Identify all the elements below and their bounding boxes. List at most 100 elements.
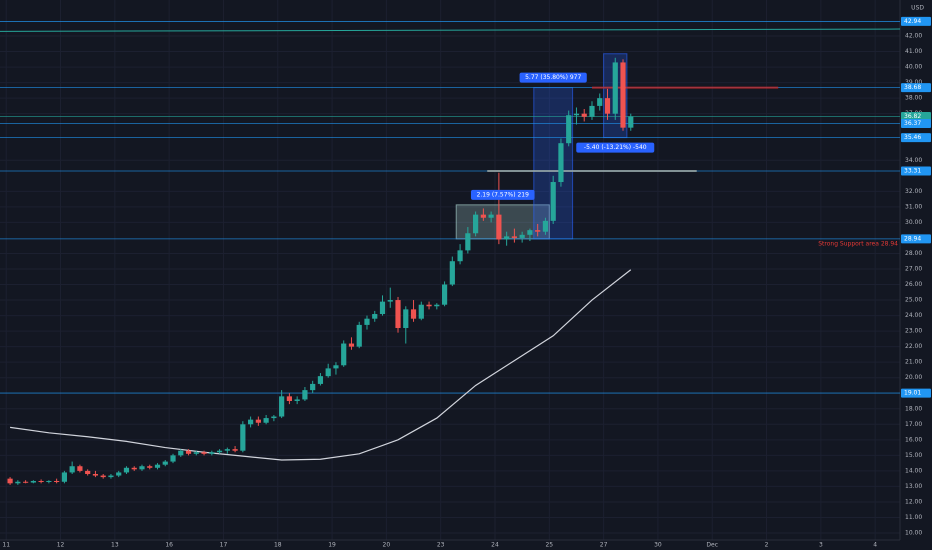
candle-body (154, 464, 161, 468)
candle-body (387, 300, 393, 302)
candle-body (317, 376, 324, 384)
candle-body (410, 309, 417, 319)
y-tick-label: 20.00 (905, 374, 922, 381)
y-tick-label: 11.00 (905, 514, 922, 521)
candle-body (209, 452, 215, 454)
level-label: 19.01 (904, 390, 921, 397)
level-label: 42.94 (904, 18, 921, 25)
candle-body (341, 343, 347, 366)
y-tick-label: 27.00 (905, 265, 922, 272)
candle-body (255, 419, 261, 423)
candle-body (263, 418, 269, 423)
y-tick-label: 21.00 (905, 359, 922, 366)
level-label: 33.31 (904, 167, 921, 174)
candle-body (240, 424, 246, 451)
candle-body (628, 116, 634, 128)
candle-body (248, 419, 254, 425)
x-tick-label: 19 (328, 542, 336, 549)
candle-body (185, 450, 192, 454)
level-tag (901, 133, 931, 143)
currency-label: USD (911, 5, 924, 12)
level-tag (901, 118, 931, 128)
candle-body (310, 383, 316, 391)
y-tick-label: 31.00 (905, 203, 922, 210)
candle-body (511, 236, 517, 238)
candle-body (473, 214, 479, 234)
x-tick-label: 27 (600, 542, 608, 549)
trend-line (0, 28, 901, 32)
candle-body (403, 309, 409, 329)
x-tick-label: 12 (57, 542, 65, 549)
y-tick-label: 15.00 (905, 452, 922, 459)
x-tick-label: 3 (819, 542, 823, 549)
y-tick-label: 13.00 (905, 483, 922, 490)
candle-body (527, 230, 533, 235)
x-tick-label: 18 (274, 542, 282, 549)
y-tick-label: 26.00 (905, 281, 922, 288)
level-tag (901, 111, 931, 121)
level-label: 36.82 (904, 113, 921, 120)
candle-body (85, 470, 91, 474)
candle-body (147, 466, 153, 468)
candle-body (434, 304, 440, 307)
level-label: 36.37 (904, 120, 921, 127)
candle-body (364, 318, 370, 325)
measure-tag (576, 142, 655, 153)
x-tick-label: 11 (2, 542, 10, 549)
y-tick-label: 14.00 (905, 467, 922, 474)
candle-body (441, 284, 448, 305)
y-tick-label: 24.00 (905, 312, 922, 319)
candle-body (216, 450, 223, 453)
candle-body (123, 467, 130, 473)
y-tick-label: 10.00 (905, 530, 922, 537)
candle-body (162, 461, 168, 465)
candle-body (61, 472, 67, 482)
candle-body (356, 324, 362, 347)
candle-body (139, 466, 145, 470)
y-tick-label: 32.00 (905, 188, 922, 195)
candle-body (325, 368, 331, 377)
candle-body (566, 115, 572, 144)
x-tick-label: 17 (220, 542, 228, 549)
candle-body (333, 365, 339, 369)
candle-body (395, 300, 401, 329)
level-label: 28.94 (904, 235, 921, 242)
y-tick-label: 30.00 (905, 219, 922, 226)
y-tick-label: 34.00 (905, 157, 922, 164)
candle-body (30, 480, 36, 483)
level-tag (901, 16, 931, 26)
candle-body (573, 113, 580, 116)
candle-body (15, 481, 21, 484)
candle-body (178, 450, 184, 456)
candle-body (131, 467, 137, 470)
candle-body (46, 480, 52, 482)
candle-body (535, 230, 541, 232)
candle-body (193, 452, 199, 454)
y-tick-label: 40.00 (905, 64, 922, 71)
support-note: Strong Support area 28.94 (818, 240, 898, 247)
candle-body (108, 475, 114, 478)
moving-average (10, 269, 632, 461)
measure-tag (470, 189, 535, 200)
candle-body (372, 314, 378, 319)
candle-body (279, 396, 285, 417)
y-tick-label: 41.00 (905, 48, 922, 55)
candle-body (38, 480, 44, 482)
x-tick-label: 23 (437, 542, 445, 549)
measure-label: 5.77 (35.80%) 977 (525, 74, 581, 81)
candle-body (620, 62, 626, 128)
candle-body (519, 234, 525, 238)
candle-body (418, 304, 424, 319)
candle-body (558, 143, 564, 183)
candle-body (23, 481, 29, 483)
y-tick-label: 38.00 (905, 95, 922, 102)
candle-body (7, 478, 13, 484)
candle-body (224, 449, 230, 451)
candle-body (232, 449, 238, 451)
candle-body (348, 343, 355, 347)
candle-body (294, 399, 300, 402)
candle-body (116, 472, 122, 476)
y-tick-label: 16.00 (905, 436, 922, 443)
